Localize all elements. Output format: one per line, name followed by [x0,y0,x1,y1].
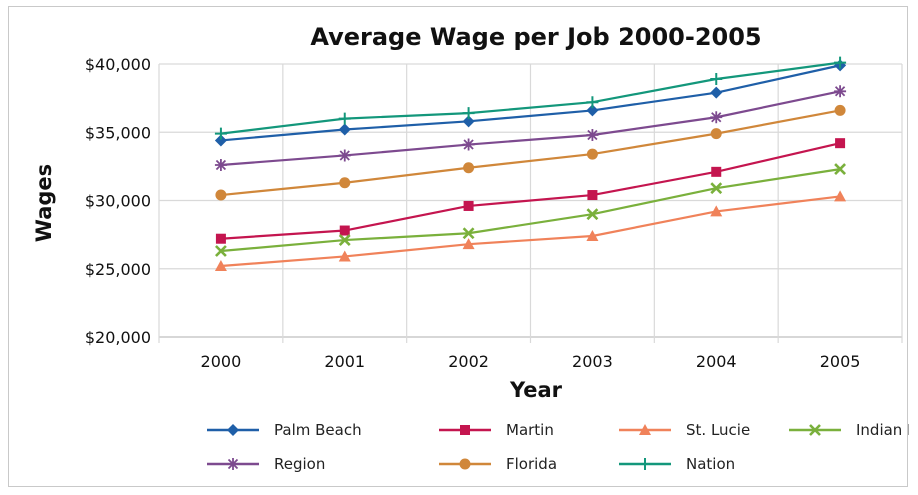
data-point-florida [339,177,351,189]
legend-label: Palm Beach [274,421,362,439]
legend-item-region: Region [207,455,325,473]
legend-label: Nation [686,455,735,473]
x-tick-label: 2001 [324,352,365,371]
x-tick-label: 2005 [820,352,861,371]
series-martin [215,138,846,244]
x-tick-label: 2003 [572,352,613,371]
legend-label: Region [274,455,325,473]
legend-item-st-lucie: St. Lucie [619,421,750,439]
data-point-florida [215,189,227,201]
data-point-indian-river [586,208,599,221]
data-point-florida [710,128,722,140]
data-point-nation [338,112,351,125]
data-point-nation [586,96,599,109]
data-point-region [586,128,599,141]
series-line-st-lucie [220,195,841,268]
data-point-palm-beach [710,86,723,99]
data-point-martin [835,138,846,149]
y-tick-label: $25,000 [85,260,151,279]
data-point-nation [710,73,723,86]
data-point-martin [587,190,598,201]
data-point-florida [586,148,598,160]
series-palm-beach [214,59,847,147]
series-region [214,85,847,172]
line-chart: Average Wage per Job 2000-2005 $20,000$2… [32,23,909,473]
x-tick-label: 2000 [201,352,242,371]
data-point-martin [339,225,350,236]
data-point-martin [215,233,226,244]
data-point-palm-beach [462,115,475,128]
data-point-st-lucie [462,238,475,250]
series-florida [215,104,846,201]
chart-frame: Average Wage per Job 2000-2005 $20,000 $2… [8,6,909,487]
axes: $20,000 $25,000 $30,000 $35,000 $40,000 2000 2… [85,55,861,371]
series-line-martin [220,142,841,240]
y-tick-label: $20,000 [85,328,151,347]
y-tick-label: $35,000 [85,123,151,142]
legend-item-nation: Nation [619,455,735,473]
y-tick-label: $40,000 [85,55,151,74]
legend-marker [459,458,471,470]
data-point-st-lucie [710,205,723,217]
legend-marker [809,424,821,436]
series-line-region [220,90,841,167]
legend-item-florida: Florida [439,455,557,473]
data-point-indian-river [710,182,723,195]
data-point-st-lucie [834,190,847,202]
data-point-st-lucie [214,260,227,272]
data-point-region [710,111,723,124]
legend: Palm Beach Martin St. Lucie Indian River Reg… [207,421,909,473]
legend-label: Indian River [856,421,909,439]
legend-marker [460,425,470,435]
data-point-nation [834,56,847,69]
legend-label: Florida [506,455,557,473]
x-axis-title: Year [509,378,563,402]
legend-item-martin: Martin [439,421,554,439]
data-point-nation [462,107,475,120]
data-point-martin [463,200,474,211]
data-point-indian-river [462,227,475,240]
data-point-st-lucie [586,229,599,241]
data-point-indian-river [214,245,227,257]
legend-item-palm-beach: Palm Beach [207,421,362,439]
grid [158,63,903,343]
data-point-martin [711,166,722,177]
legend-label: Martin [506,421,554,439]
data-point-st-lucie [338,250,351,262]
y-axis-title: Wages [32,164,56,242]
data-point-palm-beach [214,134,227,147]
legend-label: St. Lucie [686,421,750,439]
legend-item-indian-river: Indian River [789,421,909,439]
x-tick-label: 2004 [696,352,737,371]
data-point-region [834,85,847,98]
series-line-indian-river [220,168,841,253]
series-layer [214,56,847,272]
legend-marker [227,424,239,436]
series-line-palm-beach [220,64,841,142]
series-st-lucie [214,190,847,272]
legend-marker [639,458,651,470]
data-point-palm-beach [586,104,599,117]
data-point-florida [834,104,846,116]
series-indian-river [214,163,847,257]
series-line-florida [220,109,841,197]
data-point-nation [214,127,227,140]
legend-marker [639,424,651,435]
data-point-region [338,149,351,162]
data-point-region [214,159,227,172]
legend-marker [227,458,239,470]
data-point-indian-river [834,163,847,176]
series-line-nation [220,61,841,135]
data-point-region [462,138,475,151]
y-tick-label: $30,000 [85,192,151,211]
data-point-florida [463,162,475,174]
data-point-palm-beach [338,123,351,136]
chart-title: Average Wage per Job 2000-2005 [310,23,761,51]
series-nation [214,56,847,140]
data-point-indian-river [338,234,351,247]
x-tick-label: 2002 [448,352,489,371]
